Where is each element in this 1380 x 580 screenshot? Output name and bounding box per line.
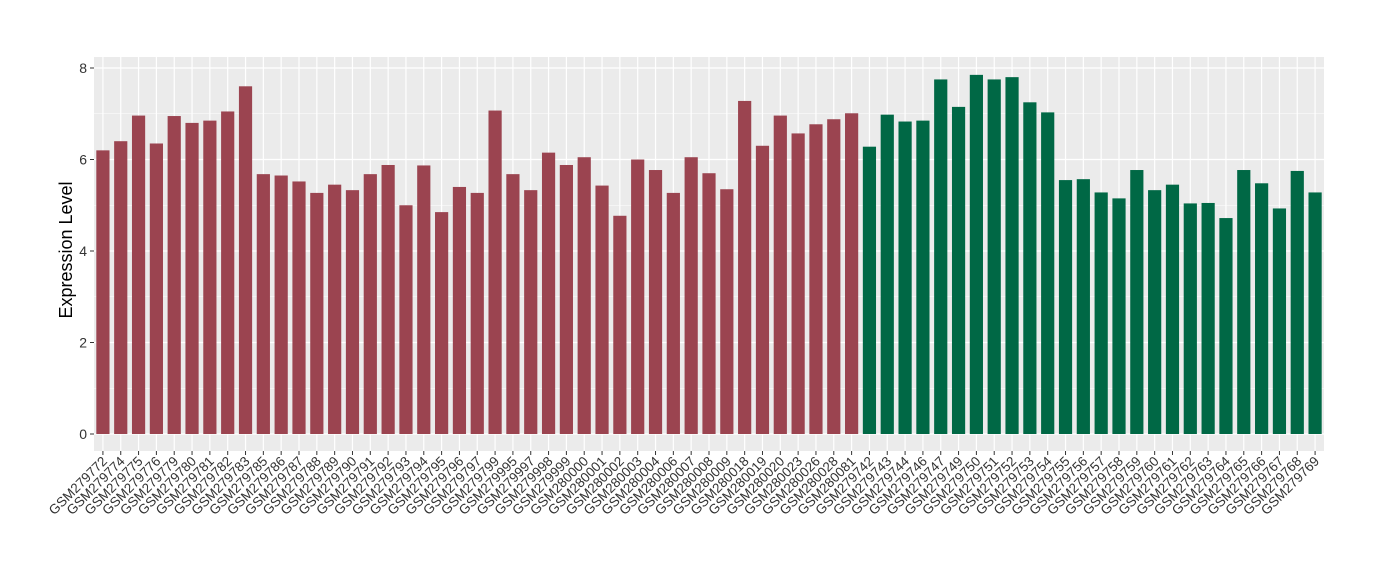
bar (1183, 203, 1197, 434)
y-tick-label: 8 (79, 60, 87, 76)
bar (524, 190, 538, 434)
bar (274, 175, 288, 434)
bar (559, 164, 573, 435)
bar (203, 120, 217, 435)
bar (1023, 102, 1037, 434)
bar (577, 157, 591, 434)
bar (417, 165, 431, 434)
y-axis: 0 2 4 6 8 (79, 60, 94, 442)
bar (702, 173, 716, 434)
bar (1290, 170, 1304, 434)
y-tick-label: 4 (79, 243, 87, 259)
bar (96, 150, 110, 434)
bar (506, 174, 520, 434)
bar (1130, 170, 1144, 434)
bar (1094, 192, 1108, 434)
bar (898, 121, 912, 434)
y-tick-label: 0 (79, 426, 87, 442)
y-tick-label: 2 (79, 335, 87, 351)
bar (987, 79, 1001, 434)
bar (328, 184, 342, 434)
bar (1237, 170, 1251, 434)
bar (256, 174, 270, 434)
bar (221, 111, 235, 435)
bar (470, 192, 484, 434)
bar (381, 164, 395, 435)
bar (1201, 202, 1215, 434)
x-axis: GSM279772GSM279774GSM279775GSM279776GSM2… (46, 451, 1322, 518)
bar (1076, 179, 1090, 434)
bar (738, 100, 752, 434)
bar (791, 133, 805, 435)
bar (363, 174, 377, 434)
bar (720, 189, 734, 434)
bar (862, 146, 877, 434)
bar (1112, 198, 1126, 434)
bar (666, 192, 680, 434)
bar (613, 215, 627, 434)
bar (399, 205, 413, 434)
bar (310, 192, 324, 434)
bar (880, 114, 894, 434)
bar (827, 119, 841, 435)
bar (1005, 77, 1019, 435)
bars (96, 74, 1322, 435)
bar (114, 141, 128, 434)
bar (1148, 190, 1162, 434)
bar (1255, 183, 1269, 434)
bar (345, 190, 360, 434)
y-axis-title: Expression Level (56, 181, 76, 318)
bar (648, 170, 663, 434)
bar (1165, 184, 1180, 434)
bar (755, 145, 770, 434)
bar (595, 185, 609, 434)
bar (1219, 218, 1233, 434)
bar (1308, 192, 1322, 434)
bar (131, 115, 146, 434)
bar (1058, 180, 1073, 434)
bar (809, 124, 823, 435)
bar (773, 115, 787, 434)
bar (845, 113, 859, 434)
bar (631, 159, 645, 434)
bar (488, 110, 502, 435)
bar (934, 79, 948, 434)
bar (684, 157, 698, 434)
bar (452, 186, 467, 434)
bar (969, 74, 983, 435)
bar (916, 120, 930, 435)
bar (1041, 112, 1055, 434)
bar (185, 122, 199, 435)
bar (149, 143, 163, 435)
bar (435, 212, 449, 434)
bar (167, 116, 181, 434)
bar (1272, 208, 1287, 434)
bar (292, 181, 306, 434)
bar (541, 152, 556, 434)
bar (238, 86, 253, 435)
bar (951, 106, 966, 434)
y-tick-label: 6 (79, 152, 87, 168)
